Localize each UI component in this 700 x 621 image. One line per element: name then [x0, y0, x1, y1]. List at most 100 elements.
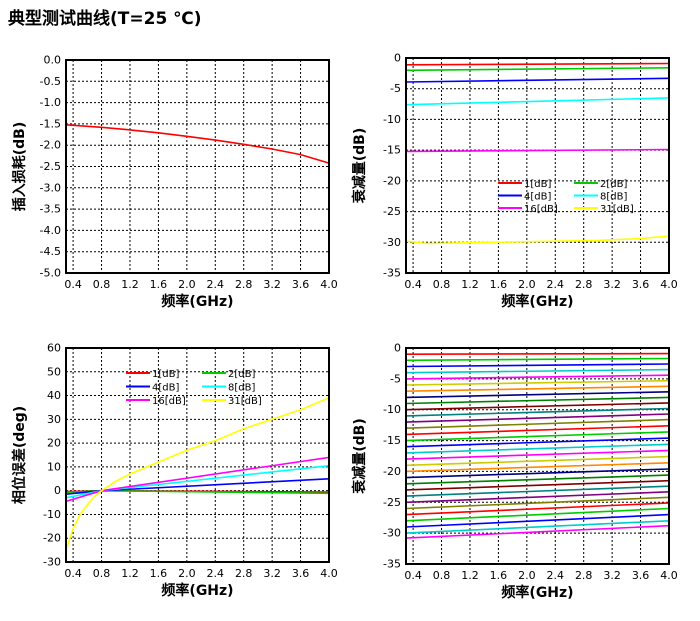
- legend-label-1: 1[dB]: [524, 179, 551, 190]
- x-tick-label: 1.6: [490, 278, 508, 291]
- series-line-5: [405, 148, 670, 153]
- x-tick-label: 2.4: [207, 278, 225, 291]
- chart-attenuation-all-states: 0 -5 -10 -15 -20 -25 -30 -350.4 0.8 1.2 1.6 2.0 2.4 2…: [351, 342, 678, 602]
- y-tick-label: -10: [383, 403, 401, 416]
- series-line-26: [405, 496, 670, 510]
- x-tick-label: 3.2: [603, 278, 621, 291]
- plot-area: [66, 60, 329, 273]
- x-tick-label: 2.0: [518, 278, 536, 291]
- x-tick-label: 3.2: [263, 567, 281, 580]
- series-group: [405, 352, 670, 539]
- series-line-9: [405, 396, 670, 405]
- series-line-7: [405, 385, 670, 392]
- x-tick-label: 1.6: [150, 278, 168, 291]
- y-tick-label: -15: [383, 434, 401, 447]
- plot-area: [406, 58, 669, 273]
- x-tick-label: 2.0: [178, 278, 196, 291]
- legend-label-4: 8[dB]: [228, 383, 255, 394]
- series-line-28: [405, 507, 670, 522]
- chart-phase-error: 60 50 40 30 20 10 0 -10 -20 -300.4 0.8 1.2 1.6 2.0 2.4…: [11, 342, 338, 600]
- series-line-16: [405, 437, 670, 448]
- y-tick-label: -3.5: [40, 203, 61, 216]
- y-tick-label: 20: [47, 437, 61, 450]
- y-tick-label: -4.0: [40, 224, 61, 237]
- y-tick-label: -30: [383, 527, 401, 540]
- x-tick-label: 3.6: [632, 569, 650, 582]
- legend-label-3: 4[dB]: [524, 192, 551, 203]
- series-line-27: [405, 502, 670, 516]
- y-tick-label: -20: [383, 174, 401, 187]
- y-tick-label: -5.0: [40, 267, 61, 280]
- y-tick-label: 0: [394, 52, 401, 65]
- x-tick-label: 2.8: [235, 567, 253, 580]
- x-tick-label: 0.8: [433, 278, 451, 291]
- series-line-1: [405, 352, 670, 356]
- series-line-6: [65, 397, 330, 551]
- x-tick-label: 2.8: [235, 278, 253, 291]
- series-line-11: [405, 407, 670, 417]
- y-tick-label: -1.5: [40, 117, 61, 130]
- series-line-17: [405, 443, 670, 454]
- x-tick-label: 2.4: [547, 569, 565, 582]
- y-tick-label: -10: [43, 508, 61, 521]
- x-tick-label: 3.6: [292, 278, 310, 291]
- x-tick-label: 3.2: [263, 278, 281, 291]
- legend-label-6: 31[dB]: [228, 396, 262, 407]
- series-group: [405, 62, 670, 245]
- y-axis-label: 衰减量(dB): [351, 418, 368, 495]
- series-line-13: [405, 418, 670, 429]
- series-line-12: [405, 413, 670, 423]
- x-tick-label: 2.8: [575, 569, 593, 582]
- chart-insertion-loss: 0.0 -0.5 -1.0 -1.5 -2.0 -2.5 -3.0 -3.5 -4.0 -4.5 -…: [11, 54, 338, 311]
- x-tick-label: 4.0: [660, 569, 678, 582]
- legend-label-3: 4[dB]: [152, 383, 179, 394]
- y-tick-label: -35: [383, 558, 401, 571]
- y-tick-label: 50: [47, 365, 61, 378]
- series-line-22: [405, 474, 670, 485]
- legend-label-5: 16[dB]: [524, 204, 558, 215]
- legend-label-1: 1[dB]: [152, 369, 179, 380]
- y-tick-label: 40: [47, 389, 61, 402]
- y-tick-label: -0.5: [40, 75, 61, 88]
- series-line-1: [65, 124, 330, 164]
- y-tick-label: -5: [390, 82, 401, 95]
- series-line-3: [405, 77, 670, 83]
- y-tick-label: -5: [390, 372, 401, 385]
- series-line-2: [405, 67, 670, 72]
- y-tick-label: -2.5: [40, 160, 61, 173]
- series-line-31: [405, 524, 670, 539]
- x-tick-label: 4.0: [660, 278, 678, 291]
- y-tick-label: -30: [383, 236, 401, 249]
- legend-label-5: 16[dB]: [152, 396, 186, 407]
- series-line-20: [405, 462, 670, 473]
- series-line-6: [405, 379, 670, 386]
- series-line-4: [405, 97, 670, 106]
- series-line-21: [405, 468, 670, 479]
- x-tick-label: 2.4: [207, 567, 225, 580]
- x-tick-label: 1.2: [121, 278, 139, 291]
- y-tick-label: -3.0: [40, 181, 61, 194]
- x-tick-label: 4.0: [320, 278, 338, 291]
- x-axis-label: 频率(GHz): [161, 582, 233, 599]
- series-line-5: [405, 374, 670, 380]
- y-tick-label: -25: [383, 496, 401, 509]
- x-tick-label: 1.2: [461, 569, 479, 582]
- y-tick-label: 10: [47, 460, 61, 473]
- y-tick-label: -2.0: [40, 139, 61, 152]
- y-tick-label: -20: [383, 465, 401, 478]
- legend: 1[dB] 2[dB] 4[dB] 8[dB] 16[dB] 31[dB]: [498, 179, 634, 215]
- x-tick-label: 0.8: [433, 569, 451, 582]
- x-tick-label: 3.2: [603, 569, 621, 582]
- x-tick-label: 1.6: [490, 569, 508, 582]
- legend-label-6: 31[dB]: [600, 204, 634, 215]
- series-line-29: [405, 513, 670, 528]
- y-tick-label: -10: [383, 113, 401, 126]
- y-tick-label: -4.5: [40, 245, 61, 258]
- plot-frame: [65, 59, 330, 274]
- y-axis-label: 衰减量(dB): [351, 128, 368, 205]
- plot-frame: [65, 347, 330, 563]
- y-tick-label: -20: [43, 532, 61, 545]
- legend-label-2: 2[dB]: [600, 179, 627, 190]
- x-tick-label: 1.2: [121, 567, 139, 580]
